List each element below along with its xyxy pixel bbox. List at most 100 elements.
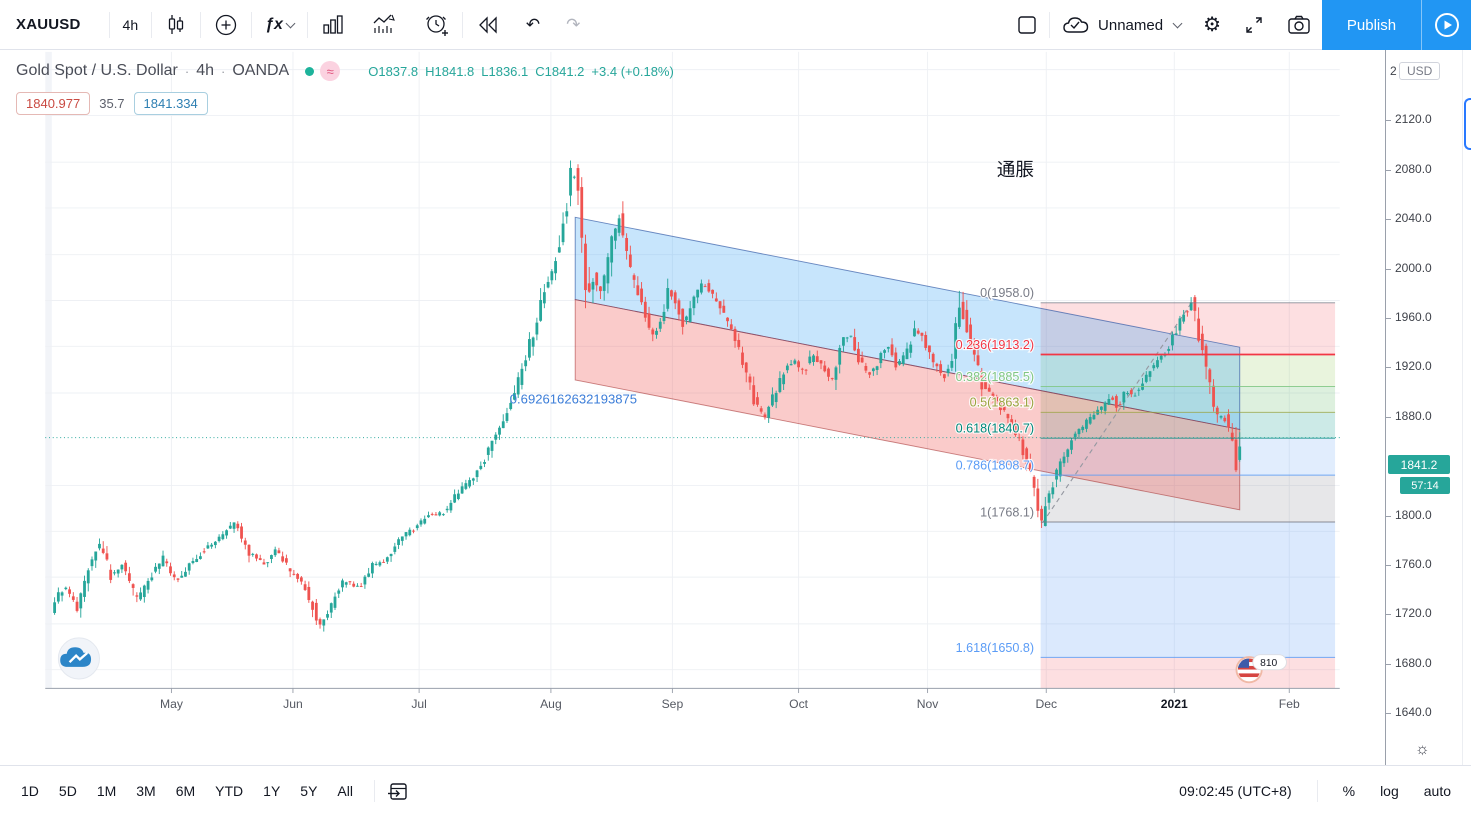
- price-axis-label: 1760.0: [1395, 557, 1432, 571]
- layout-select-button[interactable]: [1005, 0, 1049, 50]
- redo-button[interactable]: ↷: [553, 0, 593, 49]
- clock[interactable]: 09:02:45 (UTC+8): [1179, 782, 1292, 799]
- symbol-button[interactable]: XAUUSD: [16, 16, 81, 33]
- price-axis-label: 1680.0: [1395, 656, 1432, 670]
- event-count-badge: [1252, 654, 1287, 671]
- price-axis-tick: [1386, 417, 1391, 418]
- price-axis-tick: [1386, 269, 1391, 270]
- percent-scale-button[interactable]: %: [1342, 782, 1356, 799]
- open-value: O1837.8: [368, 63, 419, 79]
- tradingview-logo: [57, 637, 100, 680]
- interval-button[interactable]: 4h: [122, 16, 139, 33]
- dot-separator: ·: [220, 63, 226, 79]
- forecast-button[interactable]: [358, 0, 410, 49]
- snapshot-button[interactable]: [1276, 0, 1322, 50]
- price-axis-label: 1640.0: [1395, 705, 1432, 719]
- price-axis-tick: [1386, 170, 1391, 171]
- range-button-1m[interactable]: 1M: [96, 782, 117, 799]
- price-axis-tick: [1386, 516, 1391, 517]
- fib-level-label: 0.382(1885.5): [956, 370, 1035, 384]
- alert-price-chip-high[interactable]: 1841.334: [133, 92, 208, 115]
- range-button-1d[interactable]: 1D: [21, 782, 39, 799]
- price-axis-tick: [1386, 120, 1391, 121]
- side-panel-handle[interactable]: [1464, 98, 1471, 150]
- price-axis[interactable]: 2 USD 1841.2 57:14 ☼ 2120.0 2080.0 2040.0 2…: [1385, 50, 1462, 765]
- theme-sun-icon[interactable]: ☼: [1415, 741, 1430, 758]
- economic-event-marker[interactable]: 810: [1235, 654, 1287, 684]
- rewind-icon: [479, 15, 497, 34]
- compare-button[interactable]: [201, 0, 251, 49]
- red-descending-channel[interactable]: [574, 298, 1241, 511]
- chart-style-button[interactable]: [152, 0, 200, 49]
- range-button-5d[interactable]: 5D: [58, 782, 77, 799]
- range-button-3m[interactable]: 3M: [136, 782, 156, 799]
- bar-countdown-badge: 57:14: [1400, 477, 1450, 494]
- approx-badge-icon[interactable]: ≈: [320, 61, 341, 81]
- redo-icon: ↷: [566, 15, 581, 34]
- time-axis-label: Jun: [283, 697, 303, 711]
- fib-level-label: 1(1768.1): [980, 505, 1034, 519]
- fib-level-label: 0.786(1808.7): [956, 459, 1035, 473]
- time-axis-label: Nov: [917, 697, 940, 711]
- price-axis-label: 1880.0: [1395, 409, 1432, 423]
- cloud-check-icon: [1063, 17, 1089, 33]
- range-button-ytd[interactable]: YTD: [215, 782, 244, 799]
- range-button-1y[interactable]: 1Y: [263, 782, 281, 799]
- cloud-save-button[interactable]: Unnamed: [1050, 0, 1192, 50]
- price-axis-label: 1920.0: [1395, 359, 1432, 373]
- publish-play-button[interactable]: [1421, 0, 1471, 50]
- fib-retracement-bands: [1040, 302, 1336, 689]
- price-axis-tick: [1386, 713, 1391, 714]
- svg-text:810: 810: [1260, 658, 1277, 669]
- grid: [45, 51, 1340, 689]
- fib-retracement-levels[interactable]: 0(1958.0) 0.236(1913.2) 0.382(1885.5) 0.5(1…: [954, 285, 1336, 658]
- range-button-6m[interactable]: 6M: [175, 782, 196, 799]
- bottom-toolbar: 1D 5D 1M 3M 6M YTD 1Y 5Y All 09:02:45 (UTC+8) % …: [0, 765, 1471, 815]
- indicators-button[interactable]: ƒx: [252, 0, 307, 49]
- price-chart[interactable]: 0(1958.0) 0.236(1913.2) 0.382(1885.5) 0.5(1…: [0, 50, 1385, 765]
- replay-button[interactable]: [463, 0, 513, 49]
- publish-button[interactable]: Publish: [1322, 0, 1421, 50]
- templates-button[interactable]: [308, 0, 358, 49]
- undo-icon: ↶: [525, 15, 541, 34]
- time-axis-label: 2021: [1161, 697, 1188, 711]
- current-price-badge: 1841.2: [1388, 455, 1450, 474]
- channel-ratio-label[interactable]: 0.6926162632193875: [510, 391, 637, 406]
- chevron-down-icon: [1172, 18, 1183, 29]
- price-axis-label: 2: [1390, 64, 1397, 78]
- range-button-5y[interactable]: 5Y: [300, 782, 318, 799]
- camera-icon: [1288, 15, 1310, 34]
- fib-level-label: 0(1958.0): [980, 286, 1034, 300]
- legend-title[interactable]: Gold Spot / U.S. Dollar: [16, 62, 178, 79]
- go-to-date-button[interactable]: [387, 780, 409, 802]
- undo-button[interactable]: ↶: [513, 0, 553, 49]
- price-axis-tick: [1386, 614, 1391, 615]
- fullscreen-icon: [1246, 17, 1262, 33]
- fx-icon: ƒx: [265, 15, 283, 33]
- layout-name: Unnamed: [1098, 16, 1164, 34]
- ohlc-values: O1837.8 H1841.8 L1836.1 C1841.2 +3.4 (+0…: [368, 64, 674, 79]
- fullscreen-button[interactable]: [1232, 0, 1276, 50]
- price-axis-label: 1960.0: [1395, 310, 1432, 324]
- price-axis-tick: [1386, 318, 1391, 319]
- text-annotation[interactable]: 通脹: [997, 159, 1034, 180]
- fib-level-label: 0.5(1863.1): [970, 396, 1034, 410]
- dot-separator: ·: [184, 63, 190, 79]
- time-axis[interactable]: May Jun Jul Aug Sep Oct Nov Dec 2021 Feb: [160, 688, 1300, 711]
- separator: [108, 11, 110, 38]
- price-axis-label: 1720.0: [1395, 606, 1432, 620]
- auto-scale-button[interactable]: auto: [1423, 782, 1451, 799]
- line-forecast-icon: [373, 14, 395, 33]
- currency-chip[interactable]: USD: [1399, 62, 1441, 80]
- spread-value: 35.7: [99, 96, 125, 111]
- top-toolbar: XAUUSD 4h ƒx: [0, 0, 1471, 50]
- alert-button[interactable]: [410, 0, 462, 49]
- dashed-trendline[interactable]: [1042, 300, 1194, 524]
- log-scale-button[interactable]: log: [1380, 782, 1399, 799]
- chevron-down-icon: [285, 18, 296, 28]
- settings-button[interactable]: ⚙: [1192, 0, 1232, 50]
- market-status-dot-icon[interactable]: [305, 66, 315, 76]
- range-button-all[interactable]: All: [337, 782, 353, 799]
- alert-price-chip-low[interactable]: 1840.977: [16, 92, 91, 115]
- layout-square-icon: [1018, 16, 1036, 34]
